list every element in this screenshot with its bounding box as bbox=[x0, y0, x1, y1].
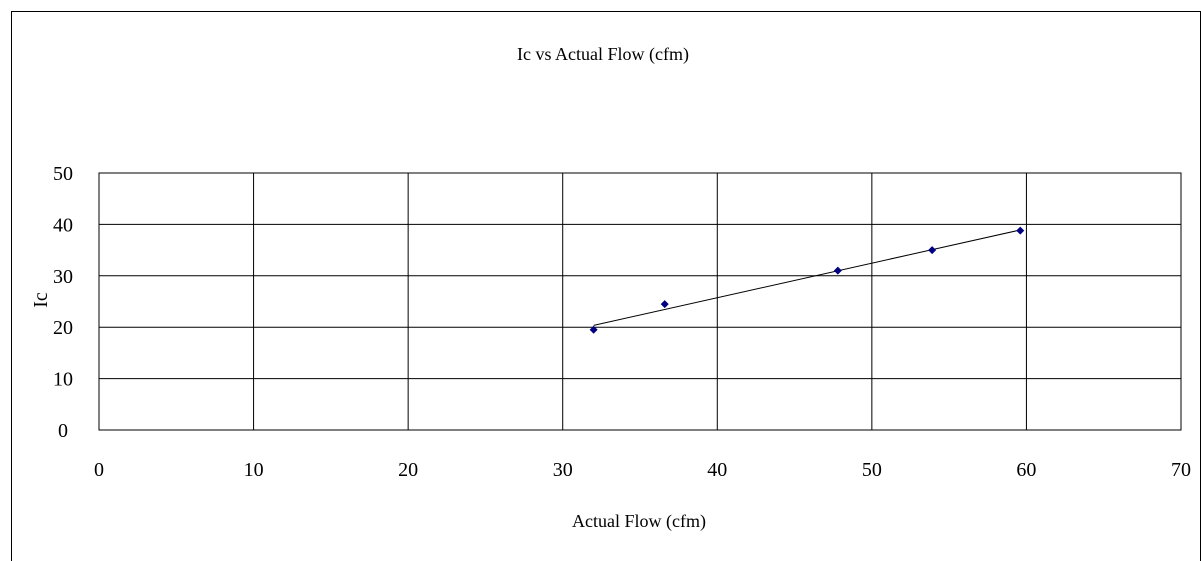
x-tick-label: 50 bbox=[862, 459, 882, 481]
x-tick-label: 30 bbox=[553, 459, 573, 481]
x-tick-label: 0 bbox=[94, 459, 104, 481]
data-point bbox=[928, 246, 937, 255]
x-tick-label: 40 bbox=[707, 459, 727, 481]
data-point bbox=[589, 325, 598, 334]
y-axis-label: Ic bbox=[30, 292, 52, 308]
y-tick-label: 0 bbox=[58, 420, 68, 442]
plot-area bbox=[98, 172, 1182, 431]
trendline-group bbox=[593, 229, 1021, 326]
data-point bbox=[833, 266, 842, 275]
x-axis-ticks: 0 10 20 30 40 50 60 70 bbox=[94, 459, 1191, 481]
gridlines bbox=[99, 173, 1181, 430]
y-axis-ticks: 0 10 20 30 40 50 bbox=[53, 163, 73, 442]
y-tick-label: 40 bbox=[53, 214, 73, 236]
y-tick-label: 10 bbox=[53, 369, 73, 391]
y-tick-label: 30 bbox=[53, 266, 73, 288]
x-tick-label: 60 bbox=[1016, 459, 1036, 481]
x-tick-label: 10 bbox=[244, 459, 264, 481]
y-tick-label: 50 bbox=[53, 163, 73, 185]
data-point bbox=[660, 300, 669, 309]
x-tick-label: 70 bbox=[1171, 459, 1191, 481]
x-axis-label: Actual Flow (cfm) bbox=[572, 511, 706, 532]
data-point bbox=[1016, 226, 1025, 235]
trendline bbox=[593, 229, 1021, 326]
chart-title: Ic vs Actual Flow (cfm) bbox=[517, 44, 689, 65]
data-points bbox=[589, 226, 1025, 334]
y-tick-label: 20 bbox=[53, 317, 73, 339]
x-tick-label: 20 bbox=[398, 459, 418, 481]
